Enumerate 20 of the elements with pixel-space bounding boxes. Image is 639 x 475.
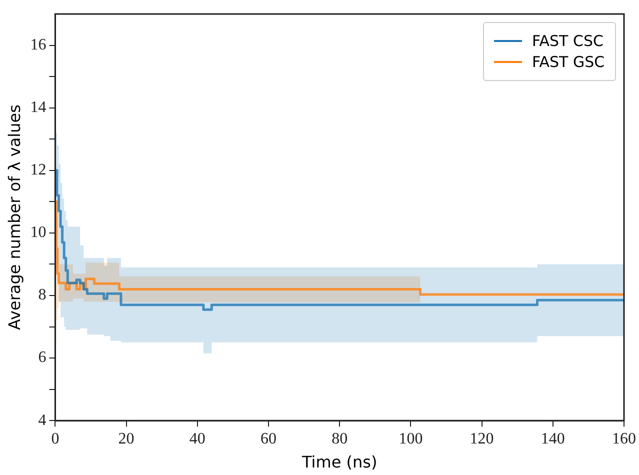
legend-label: FAST CSC [532,32,604,50]
x-tick-label: 60 [260,430,276,448]
x-tick-label: 160 [612,430,636,448]
y-tick-label: 12 [30,162,46,179]
x-tick-label: 0 [51,430,60,448]
y-tick-label: 14 [30,99,46,116]
legend-label: FAST GSC [532,53,605,71]
x-axis-title: Time (ns) [301,452,378,472]
x-tick-label: 80 [332,430,348,448]
y-tick-label: 4 [38,412,46,429]
x-tick-label: 20 [118,430,134,448]
y-tick-label: 8 [38,286,46,304]
x-tick-label: 140 [540,430,565,448]
y-tick-label: 10 [30,224,46,242]
y-tick-label: 6 [38,349,46,366]
x-tick-label: 100 [398,430,423,448]
y-tick-label: 16 [30,36,46,54]
y-axis-title: Average number of λ values [4,104,24,330]
x-tick-label: 120 [470,430,494,448]
x-tick-label: 40 [189,430,206,448]
